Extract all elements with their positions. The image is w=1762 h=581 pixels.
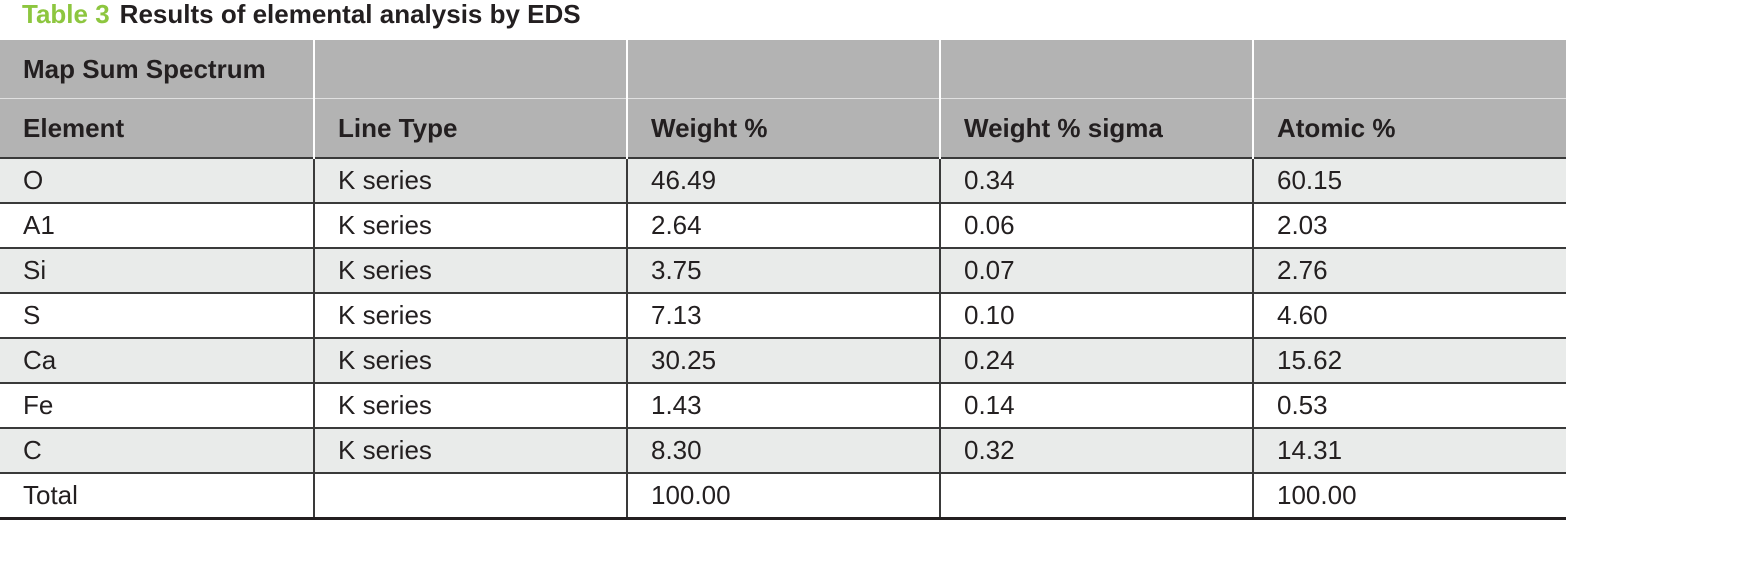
- table-title: Table 3 Results of elemental analysis by …: [22, 0, 581, 30]
- cell: K series: [313, 157, 627, 203]
- header-row: Map Sum Spectrum: [0, 40, 1566, 99]
- cell: 3.75: [626, 247, 940, 293]
- cell: 2.03: [1252, 202, 1566, 248]
- total-label: Total: [0, 472, 314, 520]
- cell: 0.06: [939, 202, 1253, 248]
- cell: [313, 472, 627, 520]
- cell: 14.31: [1252, 427, 1566, 473]
- cell: 0.14: [939, 382, 1253, 428]
- table-body: Map Sum Spectrum Element Line Type Weight …: [0, 40, 1566, 520]
- header-row: Element Line Type Weight % Weight % sigma At…: [0, 98, 1566, 158]
- header-cell: [626, 40, 940, 99]
- cell: 8.30: [626, 427, 940, 473]
- results-table: Map Sum Spectrum Element Line Type Weight …: [0, 40, 1566, 520]
- cell: 4.60: [1252, 292, 1566, 338]
- cell: 0.53: [1252, 382, 1566, 428]
- cell: Si: [0, 247, 314, 293]
- cell: 2.76: [1252, 247, 1566, 293]
- data-row: Si K series 3.75 0.07 2.76: [0, 247, 1566, 293]
- cell: Ca: [0, 337, 314, 383]
- cell: 46.49: [626, 157, 940, 203]
- cell: 30.25: [626, 337, 940, 383]
- table-caption: Results of elemental analysis by EDS: [119, 0, 581, 29]
- cell: 0.34: [939, 157, 1253, 203]
- cell: 0.24: [939, 337, 1253, 383]
- column-header: Element: [0, 98, 314, 158]
- cell: 0.07: [939, 247, 1253, 293]
- total-row: Total 100.00 100.00: [0, 472, 1566, 520]
- cell: K series: [313, 292, 627, 338]
- header-cell: Map Sum Spectrum: [0, 40, 314, 99]
- cell: 2.64: [626, 202, 940, 248]
- cell: [939, 472, 1253, 520]
- cell: S: [0, 292, 314, 338]
- cell: K series: [313, 202, 627, 248]
- cell: 1.43: [626, 382, 940, 428]
- cell: 0.32: [939, 427, 1253, 473]
- cell: Fe: [0, 382, 314, 428]
- header-cell: [1252, 40, 1566, 99]
- column-header: Atomic %: [1252, 98, 1566, 158]
- column-header: Weight %: [626, 98, 940, 158]
- total-atomic: 100.00: [1252, 472, 1566, 520]
- cell: O: [0, 157, 314, 203]
- cell: 15.62: [1252, 337, 1566, 383]
- header-cell: [313, 40, 627, 99]
- cell: 7.13: [626, 292, 940, 338]
- cell: A1: [0, 202, 314, 248]
- cell: 0.10: [939, 292, 1253, 338]
- header-cell: [939, 40, 1253, 99]
- cell: K series: [313, 247, 627, 293]
- cell: K series: [313, 382, 627, 428]
- data-row: Ca K series 30.25 0.24 15.62: [0, 337, 1566, 383]
- cell: 60.15: [1252, 157, 1566, 203]
- data-row: A1 K series 2.64 0.06 2.03: [0, 202, 1566, 248]
- table-label: Table 3: [22, 0, 110, 29]
- data-row: Fe K series 1.43 0.14 0.53: [0, 382, 1566, 428]
- total-weight: 100.00: [626, 472, 940, 520]
- cell: C: [0, 427, 314, 473]
- column-header: Line Type: [313, 98, 627, 158]
- cell: K series: [313, 337, 627, 383]
- cell: K series: [313, 427, 627, 473]
- column-header: Weight % sigma: [939, 98, 1253, 158]
